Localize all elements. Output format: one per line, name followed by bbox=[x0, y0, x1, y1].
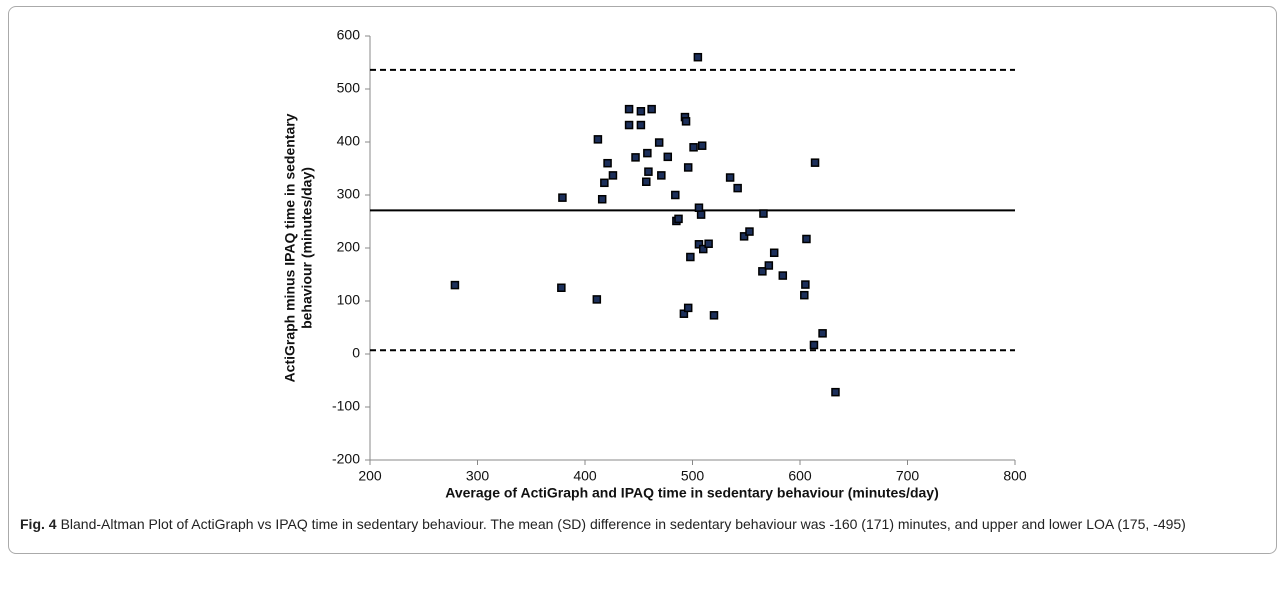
point bbox=[657, 171, 666, 180]
point bbox=[694, 203, 704, 212]
point bbox=[686, 252, 695, 262]
point bbox=[693, 52, 703, 62]
point bbox=[758, 267, 767, 276]
point bbox=[809, 340, 819, 350]
y-tick-label: 500 bbox=[337, 80, 361, 96]
x-tick-label: 700 bbox=[896, 468, 920, 484]
point bbox=[636, 120, 646, 130]
point bbox=[801, 280, 810, 289]
point bbox=[671, 190, 680, 200]
x-tick-label: 500 bbox=[681, 468, 705, 484]
point bbox=[643, 148, 652, 158]
y-tick-label: 600 bbox=[337, 27, 361, 43]
point bbox=[624, 104, 634, 114]
point bbox=[679, 309, 689, 318]
point bbox=[624, 120, 634, 130]
point bbox=[644, 167, 653, 176]
point bbox=[654, 138, 664, 147]
point bbox=[558, 193, 567, 202]
point bbox=[697, 141, 707, 150]
point bbox=[631, 153, 640, 162]
point bbox=[831, 387, 840, 397]
point bbox=[636, 107, 646, 116]
y-axis-title: ActiGraph minus IPAQ time in sedentary bbox=[282, 113, 298, 382]
y-axis-title: behaviour (minutes/day) bbox=[299, 167, 315, 329]
x-axis-title: Average of ActiGraph and IPAQ time in se… bbox=[445, 485, 938, 501]
point bbox=[647, 104, 656, 114]
point bbox=[450, 280, 460, 290]
point bbox=[725, 173, 735, 182]
y-tick-label: 400 bbox=[337, 133, 361, 149]
point bbox=[699, 244, 708, 254]
point bbox=[674, 214, 683, 224]
caption-text: Bland-Altman Plot of ActiGraph vs IPAQ t… bbox=[60, 516, 1186, 532]
point bbox=[704, 239, 713, 249]
point bbox=[778, 271, 788, 280]
x-tick-label: 300 bbox=[466, 468, 490, 484]
point bbox=[745, 227, 754, 236]
x-tick-label: 200 bbox=[358, 468, 382, 484]
figure-frame bbox=[8, 6, 1277, 554]
y-tick-label: 300 bbox=[337, 186, 361, 202]
point bbox=[759, 209, 768, 218]
caption-label: Fig. 4 bbox=[20, 516, 57, 532]
point bbox=[683, 163, 693, 172]
point bbox=[600, 178, 609, 188]
x-tick-label: 400 bbox=[573, 468, 597, 484]
point bbox=[696, 210, 706, 219]
point bbox=[593, 135, 603, 144]
point bbox=[592, 295, 602, 304]
caption: Fig. 4 Bland-Altman Plot of ActiGraph vs … bbox=[20, 514, 1265, 535]
point bbox=[683, 303, 693, 313]
point bbox=[608, 171, 618, 180]
point bbox=[709, 311, 719, 320]
point bbox=[597, 194, 607, 204]
point bbox=[810, 158, 820, 167]
point bbox=[733, 183, 742, 193]
y-tick-label: -100 bbox=[332, 398, 360, 414]
point bbox=[557, 283, 566, 292]
y-tick-label: 100 bbox=[337, 292, 361, 308]
point bbox=[802, 234, 811, 244]
point bbox=[681, 117, 691, 126]
point bbox=[818, 329, 827, 338]
point bbox=[663, 152, 673, 162]
x-tick-label: 600 bbox=[788, 468, 812, 484]
point bbox=[642, 177, 651, 186]
y-tick-label: -200 bbox=[332, 451, 360, 467]
point bbox=[694, 240, 704, 249]
point bbox=[769, 248, 779, 258]
x-tick-label: 800 bbox=[1003, 468, 1027, 484]
point bbox=[739, 232, 749, 241]
point bbox=[764, 261, 774, 270]
point bbox=[689, 143, 698, 152]
y-tick-label: 0 bbox=[352, 345, 360, 361]
point bbox=[800, 290, 809, 300]
y-tick-label: 200 bbox=[337, 239, 361, 255]
chart: Average of ActiGraph and IPAQ time in se… bbox=[282, 27, 1027, 501]
point bbox=[603, 158, 612, 168]
